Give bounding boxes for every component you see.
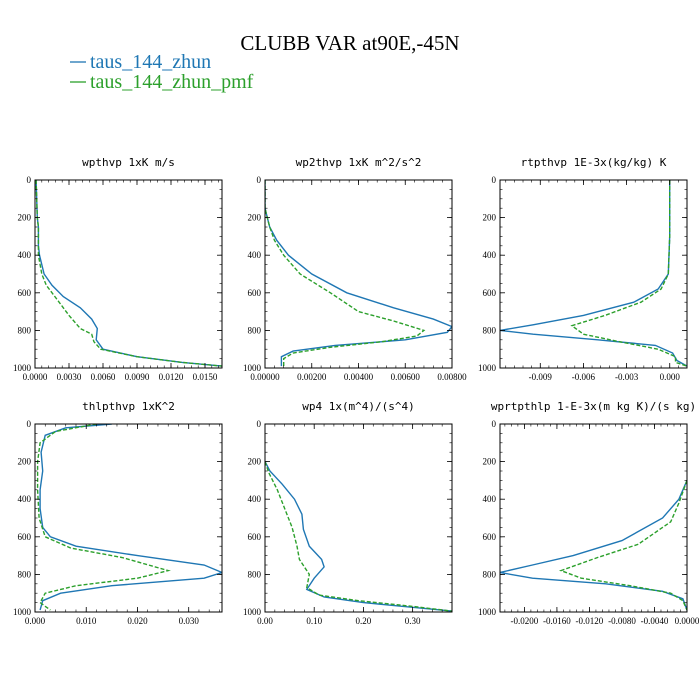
- y-tick-label: 1000: [13, 363, 32, 373]
- x-tick-label: 0.20: [356, 616, 372, 626]
- x-tick-label: 0.00200: [297, 372, 327, 382]
- x-tick-label: -0.006: [572, 372, 596, 382]
- y-tick-label: 0: [257, 419, 262, 429]
- y-tick-label: 0: [27, 419, 32, 429]
- x-tick-label: 0.0120: [159, 372, 184, 382]
- panel-title: rtpthvp 1E-3x(kg/kg) K: [521, 156, 667, 169]
- x-tick-label: 0.00: [257, 616, 273, 626]
- x-tick-label: 0.0000: [675, 616, 700, 626]
- y-tick-label: 200: [483, 457, 497, 467]
- y-tick-label: 400: [18, 494, 32, 504]
- y-tick-label: 400: [18, 250, 32, 260]
- y-tick-label: 200: [483, 213, 497, 223]
- x-tick-label: 0.000: [660, 372, 681, 382]
- series-line-1: [35, 180, 222, 367]
- y-tick-label: 0: [27, 175, 32, 185]
- y-tick-label: 800: [18, 325, 32, 335]
- y-tick-label: 600: [248, 288, 262, 298]
- legend: taus_144_zhun taus_144_zhun_pmf: [70, 51, 254, 93]
- y-tick-label: 0: [257, 175, 262, 185]
- panels: wpthvp 1xK m/s0.0000 0.0030 0.0060 0.0090 0.…: [13, 156, 700, 626]
- x-tick-label: -0.009: [529, 372, 553, 382]
- panel-title: wpthvp 1xK m/s: [82, 156, 175, 169]
- y-tick-label: 1000: [478, 607, 497, 617]
- y-tick-label: 1000: [243, 363, 262, 373]
- x-tick-label: 0.00600: [391, 372, 421, 382]
- x-tick-label: -0.003: [615, 372, 639, 382]
- y-tick-label: 800: [248, 569, 262, 579]
- plot-frame: [499, 423, 688, 613]
- y-tick-label: 1000: [478, 363, 497, 373]
- y-tick-label: 600: [248, 532, 262, 542]
- y-tick-label: 600: [18, 288, 32, 298]
- x-tick-label: 0.0000: [23, 372, 48, 382]
- y-tick-label: 600: [18, 532, 32, 542]
- x-tick-label: -0.0160: [543, 616, 571, 626]
- y-tick-label: 800: [18, 569, 32, 579]
- x-tick-label: 0.10: [306, 616, 322, 626]
- y-tick-label: 1000: [13, 607, 32, 617]
- x-tick-label: 0.30: [405, 616, 421, 626]
- plot-frame: [264, 179, 453, 369]
- series-line-0: [265, 180, 452, 367]
- y-tick-label: 1000: [243, 607, 262, 617]
- y-tick-label: 800: [483, 325, 497, 335]
- y-tick-label: 600: [483, 532, 497, 542]
- panel-title: wp2thvp 1xK m^2/s^2: [296, 156, 422, 169]
- y-tick-label: 400: [483, 494, 497, 504]
- panel-title: wp4 1x(m^4)/(s^4): [302, 400, 415, 413]
- y-tick-label: 400: [483, 250, 497, 260]
- series-line-1: [265, 461, 452, 612]
- figure-title: CLUBB VAR at90E,-45N: [240, 31, 459, 55]
- x-tick-label: 0.0030: [57, 372, 82, 382]
- panel-4: wp4 1x(m^4)/(s^4) 0.00 0.10 0.20 0.30 0 200 400…: [243, 400, 453, 626]
- series-line-0: [500, 180, 687, 367]
- series-line-1: [36, 424, 171, 611]
- x-tick-label: 0.000: [25, 616, 46, 626]
- x-tick-label: 0.0060: [91, 372, 116, 382]
- series-line-0: [39, 424, 222, 611]
- legend-label-0: taus_144_zhun: [90, 51, 211, 73]
- plot-frame: [264, 423, 453, 613]
- x-tick-label: 0.00800: [437, 372, 467, 382]
- panel-title: thlpthvp 1xK^2: [82, 400, 175, 413]
- x-tick-label: 0.030: [179, 616, 200, 626]
- y-tick-label: 600: [483, 288, 497, 298]
- panel-2: rtpthvp 1E-3x(kg/kg) K -0.009 -0.006 -0.003…: [478, 156, 688, 382]
- y-tick-label: 800: [248, 325, 262, 335]
- y-tick-label: 400: [248, 494, 262, 504]
- panel-title: wprtpthlp 1-E-3x(m kg K)/(s kg): [491, 400, 696, 413]
- y-tick-label: 400: [248, 250, 262, 260]
- series-line-1: [558, 480, 687, 611]
- plot-frame: [34, 179, 223, 369]
- y-tick-label: 200: [18, 213, 32, 223]
- panel-5: wprtpthlp 1-E-3x(m kg K)/(s kg) -0.0200 -0…: [478, 400, 700, 626]
- panel-1: wp2thvp 1xK m^2/s^2 0.00000 0.00200 0.00400…: [243, 156, 467, 382]
- x-tick-label: 0.00400: [344, 372, 374, 382]
- y-tick-label: 200: [248, 457, 262, 467]
- x-tick-label: 0.0090: [125, 372, 150, 382]
- panel-3: thlpthvp 1xK^2 0.000 0.010 0.020 0.030 0 200 40…: [13, 400, 223, 626]
- x-tick-label: 0.00000: [250, 372, 280, 382]
- y-tick-label: 200: [248, 213, 262, 223]
- x-tick-label: 0.020: [127, 616, 148, 626]
- x-tick-label: 0.0150: [193, 372, 218, 382]
- series-line-0: [35, 180, 222, 367]
- y-tick-label: 800: [483, 569, 497, 579]
- legend-label-1: taus_144_zhun_pmf: [90, 71, 254, 93]
- x-tick-label: 0.010: [76, 616, 97, 626]
- y-tick-label: 200: [18, 457, 32, 467]
- x-tick-label: -0.0040: [641, 616, 669, 626]
- x-tick-label: -0.0200: [511, 616, 539, 626]
- series-line-1: [265, 180, 426, 367]
- x-tick-label: -0.0080: [608, 616, 636, 626]
- panel-0: wpthvp 1xK m/s 0.0000 0.0030 0.0060 0.0090 0.…: [13, 156, 223, 382]
- series-line-0: [265, 461, 452, 612]
- y-tick-label: 0: [492, 419, 497, 429]
- x-tick-label: -0.0120: [576, 616, 604, 626]
- series-line-1: [570, 180, 687, 367]
- y-tick-label: 0: [492, 175, 497, 185]
